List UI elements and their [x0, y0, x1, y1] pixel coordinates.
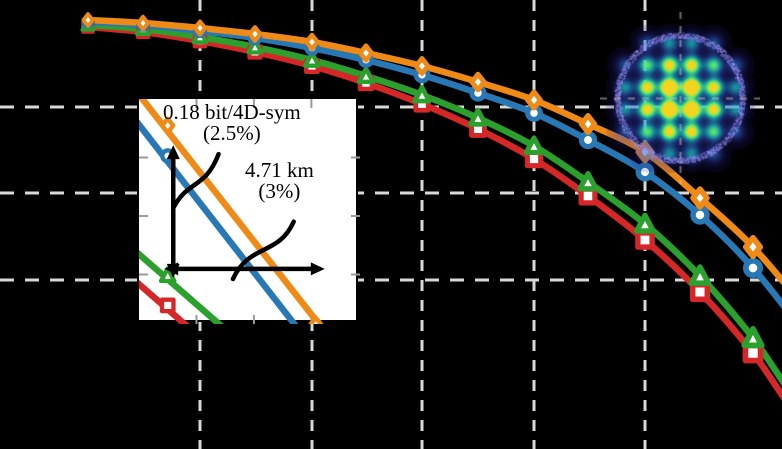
- constellation-heatmap: [600, 12, 760, 184]
- annotation-line-2: (3%): [245, 181, 314, 202]
- annotation-bit-rate-gain: 0.18 bit/4D-sym (2.5%): [163, 102, 301, 145]
- annotation-line-1: 0.18 bit/4D-sym: [163, 102, 301, 123]
- annotation-line-1: 4.71 km: [245, 160, 314, 181]
- annotation-distance-gain: 4.71 km (3%): [245, 160, 314, 203]
- annotation-line-2: (2.5%): [163, 123, 301, 144]
- figure-canvas: 0.18 bit/4D-sym (2.5%) 4.71 km (3%): [0, 0, 782, 449]
